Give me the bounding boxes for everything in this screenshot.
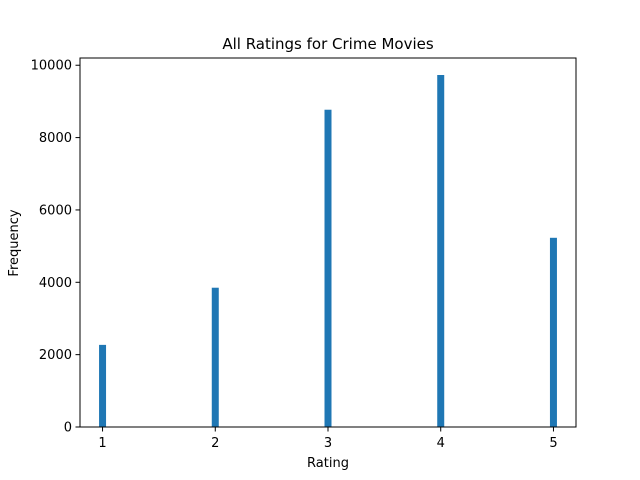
plot-frame: [79, 57, 577, 428]
y-tick-label: 6000: [39, 203, 72, 218]
y-tick-label: 8000: [39, 131, 72, 146]
x-tick-label: 1: [98, 436, 106, 451]
bar-rating-4: [437, 75, 445, 427]
x-axis-label: Rating: [307, 456, 349, 471]
y-axis-label: Frequency: [7, 209, 22, 276]
x-tick-label: 5: [549, 436, 557, 451]
x-axis-ticks: 1 2 3 4 5: [98, 427, 558, 451]
x-tick-label: 3: [324, 436, 332, 451]
y-tick-label: 2000: [39, 348, 72, 363]
bars-group: [99, 75, 557, 427]
bar-rating-1: [99, 344, 107, 427]
x-tick-label: 2: [211, 436, 219, 451]
y-tick-label: 4000: [39, 276, 72, 291]
y-tick-label: 10000: [31, 59, 72, 74]
bar-rating-5: [549, 237, 557, 427]
bar-rating-2: [211, 287, 219, 427]
y-axis-ticks: 0 2000 4000 6000 8000 10000: [31, 59, 80, 436]
x-tick-label: 4: [437, 436, 445, 451]
bar-rating-3: [324, 109, 332, 427]
y-tick-label: 0: [64, 421, 72, 436]
chart-title: All Ratings for Crime Movies: [222, 35, 434, 53]
